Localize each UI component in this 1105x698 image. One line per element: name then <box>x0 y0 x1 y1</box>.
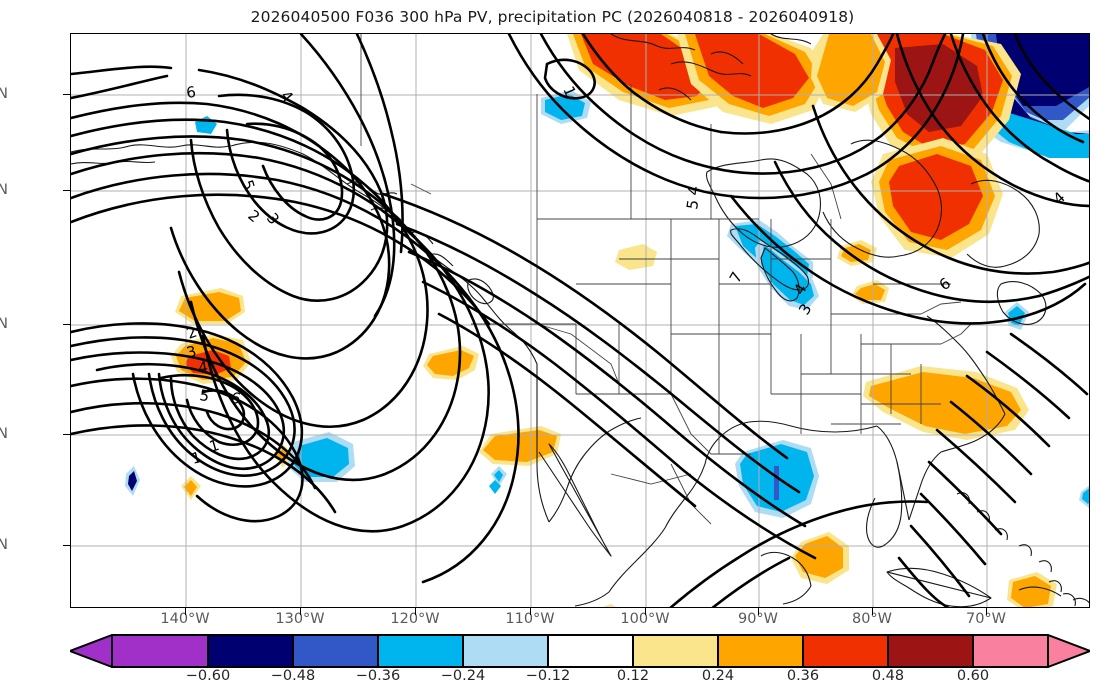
svg-text:1: 1 <box>207 436 221 456</box>
colorbar-tick-3: −0.24 <box>440 668 486 684</box>
svg-text:3: 3 <box>185 342 199 362</box>
colorbar-seg-6 <box>632 634 719 668</box>
colorbar-tick-6: 0.24 <box>701 668 735 684</box>
x-tick-label-70W: 70°W <box>965 611 1007 627</box>
x-tick-label-100W: 100°W <box>620 611 670 627</box>
x-tick-label-80W: 80°W <box>851 611 893 627</box>
y-tick-label-50N: 50°N <box>0 182 8 198</box>
colorbar-tick-7: 0.36 <box>786 668 820 684</box>
x-tick-mark <box>185 608 187 615</box>
colorbar-seg-10 <box>972 634 1049 668</box>
x-tick-mark <box>300 608 302 615</box>
colorbar-seg-4 <box>462 634 549 668</box>
x-tick-label-140W: 140°W <box>160 611 210 627</box>
colorbar-seg-7 <box>717 634 804 668</box>
y-tick-label-60N: 60°N <box>0 86 8 102</box>
colorbar-tick-0: −0.60 <box>185 668 231 684</box>
colorbar-seg-3 <box>377 634 464 668</box>
y-tick-mark <box>63 190 70 192</box>
y-tick-label-30N: 30°N <box>0 426 8 442</box>
x-tick-label-90W: 90°W <box>737 611 779 627</box>
svg-text:6: 6 <box>229 388 243 408</box>
x-tick-label-130W: 130°W <box>275 611 325 627</box>
colorbar-seg-8 <box>802 634 889 668</box>
colorbar-tick-4: −0.12 <box>525 668 571 684</box>
colorbar-tick-9: 0.60 <box>956 668 990 684</box>
y-tick-label-20N: 20°N <box>0 537 8 553</box>
y-tick-mark <box>63 94 70 96</box>
svg-text:1: 1 <box>190 448 204 468</box>
x-tick-label-110W: 110°W <box>505 611 555 627</box>
map-svg: 6 4 5 2 3 2 3 4 5 6 1 4 5 7 4 3 6 4 1 1 <box>71 34 1089 607</box>
colorbar-tick-8: 0.48 <box>871 668 905 684</box>
x-tick-label-120W: 120°W <box>390 611 440 627</box>
colorbar-svg <box>70 634 1090 668</box>
svg-text:6: 6 <box>185 83 197 102</box>
pv-contours <box>71 34 1089 607</box>
colorbar-tick-1: −0.48 <box>270 668 316 684</box>
x-tick-mark <box>645 608 647 615</box>
map-state-borders <box>360 34 972 525</box>
colorbar-extend-max <box>1047 634 1090 668</box>
colorbar-seg-9 <box>887 634 974 668</box>
x-tick-mark <box>415 608 417 615</box>
svg-text:7: 7 <box>726 269 746 286</box>
svg-text:5: 5 <box>683 199 702 211</box>
svg-text:2: 2 <box>244 206 263 226</box>
svg-text:4: 4 <box>197 358 209 377</box>
x-tick-mark <box>986 608 988 615</box>
colorbar-extend-min <box>70 634 113 668</box>
x-tick-mark <box>758 608 760 615</box>
y-tick-mark <box>63 434 70 436</box>
x-tick-mark <box>530 608 532 615</box>
colorbar-seg-2 <box>292 634 379 668</box>
svg-text:6: 6 <box>936 274 954 294</box>
contour-labels: 6 4 5 2 3 2 3 4 5 6 1 4 5 7 4 3 6 4 1 1 <box>184 83 1069 468</box>
svg-text:5: 5 <box>198 386 210 405</box>
map-clip: 6 4 5 2 3 2 3 4 5 6 1 4 5 7 4 3 6 4 1 1 <box>71 34 1089 607</box>
colorbar[interactable] <box>70 634 1090 668</box>
colorbar-seg-1 <box>207 634 294 668</box>
y-tick-mark <box>63 545 70 547</box>
y-tick-mark <box>63 324 70 326</box>
map-plot-area[interactable]: 6 4 5 2 3 2 3 4 5 6 1 4 5 7 4 3 6 4 1 1 <box>70 33 1090 608</box>
x-tick-mark <box>872 608 874 615</box>
colorbar-seg-0 <box>111 634 209 668</box>
chart-title: 2026040500 F036 300 hPa PV, precipitatio… <box>250 8 855 26</box>
colorbar-seg-5 <box>547 634 634 668</box>
colorbar-tick-2: −0.36 <box>355 668 401 684</box>
y-tick-label-40N: 40°N <box>0 316 8 332</box>
svg-text:4: 4 <box>684 185 703 197</box>
colorbar-tick-5: 0.12 <box>616 668 650 684</box>
